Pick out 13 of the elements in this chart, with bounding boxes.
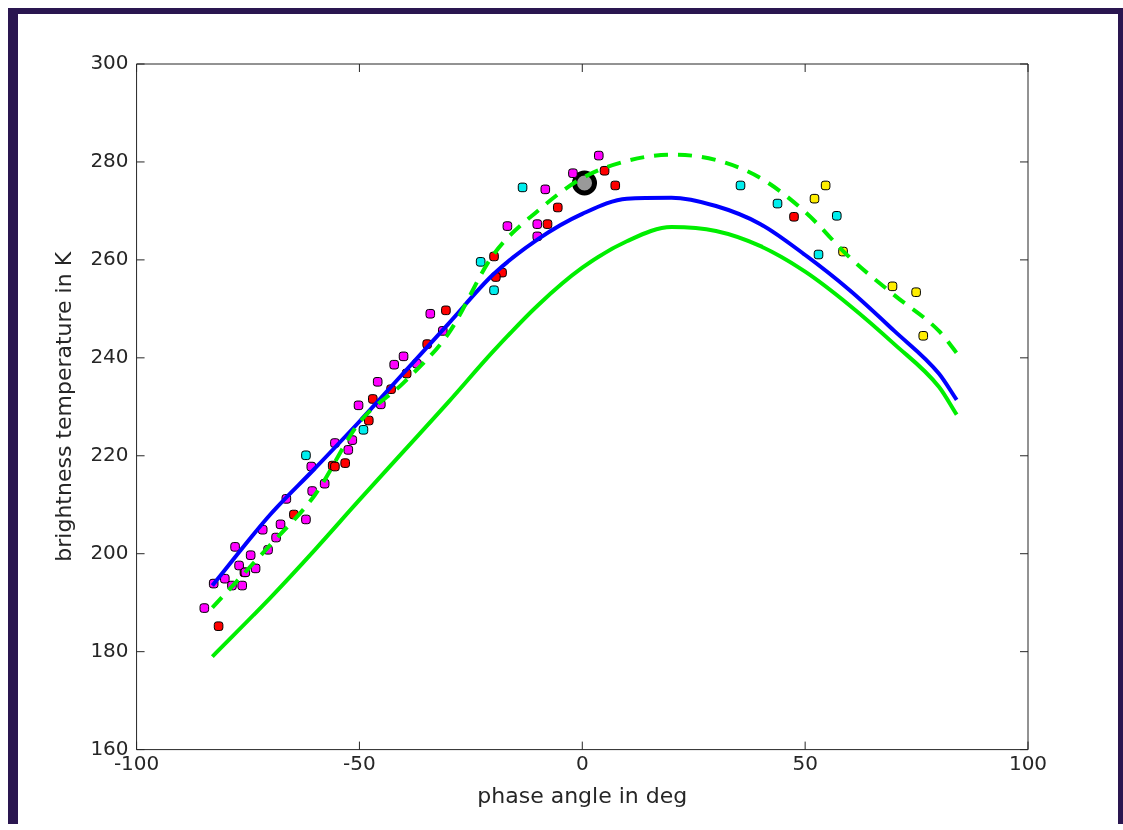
x-tick-label: -50 [343, 750, 376, 775]
y-tick-label: 260 [90, 246, 129, 271]
y-tick-label: 220 [90, 441, 129, 466]
y-tick-label: 240 [90, 344, 129, 369]
x-tick-label: 100 [1008, 750, 1048, 775]
x-axis-title: phase angle in deg [477, 782, 688, 808]
y-tick-label: 180 [90, 637, 129, 662]
y-axis-title: brightness temperature in K [50, 251, 76, 562]
x-tick-label: 0 [575, 750, 589, 775]
x-tick-label: 50 [792, 750, 818, 775]
y-tick-label: 280 [90, 148, 129, 173]
y-tick-label: 200 [90, 539, 129, 564]
y-tick-label: 300 [90, 50, 129, 75]
